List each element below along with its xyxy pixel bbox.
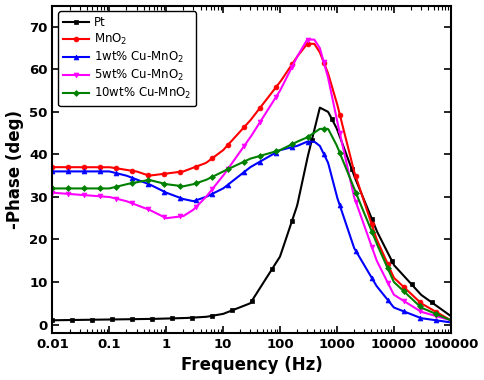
MnO$_2$ bbox=[287, 66, 292, 70]
MnO$_2$ bbox=[448, 318, 454, 323]
Pt bbox=[287, 226, 292, 231]
Line: 5wt% Cu-MnO$_2$: 5wt% Cu-MnO$_2$ bbox=[50, 37, 453, 323]
Legend: Pt, MnO$_2$, 1wt% Cu-MnO$_2$, 5wt% Cu-MnO$_2$, 10wt% Cu-MnO$_2$: Pt, MnO$_2$, 1wt% Cu-MnO$_2$, 5wt% Cu-Mn… bbox=[59, 11, 196, 106]
10wt% Cu-MnO$_2$ bbox=[239, 160, 244, 165]
1wt% Cu-MnO$_2$ bbox=[239, 172, 244, 176]
MnO$_2$ bbox=[239, 128, 244, 132]
1wt% Cu-MnO$_2$ bbox=[377, 288, 383, 292]
5wt% Cu-MnO$_2$ bbox=[49, 190, 55, 195]
Line: 1wt% Cu-MnO$_2$: 1wt% Cu-MnO$_2$ bbox=[50, 139, 453, 325]
Pt bbox=[241, 304, 247, 308]
MnO$_2$ bbox=[305, 41, 311, 46]
10wt% Cu-MnO$_2$ bbox=[448, 318, 454, 323]
Pt bbox=[265, 273, 271, 278]
1wt% Cu-MnO$_2$ bbox=[439, 319, 445, 323]
5wt% Cu-MnO$_2$ bbox=[305, 37, 311, 42]
10wt% Cu-MnO$_2$ bbox=[287, 143, 292, 148]
1wt% Cu-MnO$_2$ bbox=[448, 320, 454, 325]
MnO$_2$ bbox=[377, 244, 383, 249]
Pt bbox=[239, 304, 244, 309]
Pt bbox=[317, 105, 323, 110]
10wt% Cu-MnO$_2$ bbox=[265, 151, 271, 156]
Line: Pt: Pt bbox=[50, 105, 453, 323]
5wt% Cu-MnO$_2$ bbox=[265, 107, 271, 112]
1wt% Cu-MnO$_2$ bbox=[287, 146, 292, 150]
1wt% Cu-MnO$_2$ bbox=[305, 139, 311, 144]
5wt% Cu-MnO$_2$ bbox=[439, 315, 445, 320]
Pt bbox=[377, 234, 383, 239]
Line: MnO$_2$: MnO$_2$ bbox=[50, 41, 453, 323]
MnO$_2$ bbox=[49, 165, 55, 169]
10wt% Cu-MnO$_2$ bbox=[439, 314, 445, 319]
Pt bbox=[448, 314, 454, 318]
Line: 10wt% Cu-MnO$_2$: 10wt% Cu-MnO$_2$ bbox=[50, 127, 453, 322]
Pt bbox=[49, 318, 55, 323]
1wt% Cu-MnO$_2$ bbox=[265, 155, 271, 159]
10wt% Cu-MnO$_2$ bbox=[377, 248, 383, 253]
5wt% Cu-MnO$_2$ bbox=[239, 147, 244, 152]
10wt% Cu-MnO$_2$ bbox=[49, 186, 55, 191]
10wt% Cu-MnO$_2$ bbox=[317, 127, 323, 131]
10wt% Cu-MnO$_2$ bbox=[241, 159, 247, 164]
Pt bbox=[439, 307, 445, 312]
5wt% Cu-MnO$_2$ bbox=[241, 144, 247, 149]
1wt% Cu-MnO$_2$ bbox=[241, 170, 247, 174]
5wt% Cu-MnO$_2$ bbox=[448, 318, 454, 323]
1wt% Cu-MnO$_2$ bbox=[49, 169, 55, 174]
X-axis label: Frequency (Hz): Frequency (Hz) bbox=[181, 356, 322, 374]
MnO$_2$ bbox=[241, 125, 247, 130]
5wt% Cu-MnO$_2$ bbox=[287, 70, 292, 74]
MnO$_2$ bbox=[439, 313, 445, 318]
5wt% Cu-MnO$_2$ bbox=[377, 264, 383, 269]
MnO$_2$ bbox=[265, 95, 271, 100]
Y-axis label: -Phase (deg): -Phase (deg) bbox=[5, 110, 24, 229]
